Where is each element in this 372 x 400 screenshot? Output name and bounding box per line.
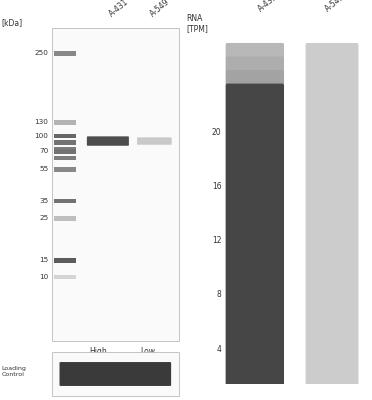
Bar	[54, 147, 76, 152]
Text: 8: 8	[217, 290, 221, 299]
Text: Loading
Control: Loading Control	[2, 366, 27, 377]
FancyBboxPatch shape	[225, 327, 284, 344]
FancyBboxPatch shape	[306, 138, 359, 154]
Text: A-431: A-431	[108, 0, 131, 18]
Text: 4: 4	[217, 344, 221, 354]
FancyBboxPatch shape	[306, 111, 359, 127]
Bar	[54, 216, 76, 221]
FancyBboxPatch shape	[225, 368, 284, 384]
Text: 12: 12	[212, 236, 221, 245]
FancyBboxPatch shape	[225, 43, 284, 60]
Text: 250: 250	[35, 50, 48, 56]
FancyBboxPatch shape	[306, 192, 359, 208]
Text: RNA
[TPM]: RNA [TPM]	[186, 14, 208, 33]
FancyBboxPatch shape	[225, 138, 284, 154]
FancyBboxPatch shape	[306, 314, 359, 330]
Text: 20: 20	[212, 128, 221, 137]
FancyBboxPatch shape	[225, 178, 284, 195]
FancyBboxPatch shape	[306, 56, 359, 73]
FancyBboxPatch shape	[306, 327, 359, 344]
FancyBboxPatch shape	[306, 232, 359, 249]
FancyBboxPatch shape	[225, 165, 284, 181]
Bar	[54, 150, 76, 154]
FancyBboxPatch shape	[306, 206, 359, 222]
Bar	[54, 134, 76, 138]
FancyBboxPatch shape	[225, 314, 284, 330]
FancyBboxPatch shape	[225, 273, 284, 290]
Bar	[54, 275, 76, 280]
Text: 100: 100	[35, 133, 48, 139]
FancyBboxPatch shape	[225, 111, 284, 127]
FancyBboxPatch shape	[225, 232, 284, 249]
Bar	[52, 352, 179, 396]
FancyBboxPatch shape	[225, 192, 284, 208]
FancyBboxPatch shape	[306, 43, 359, 60]
Text: 130: 130	[35, 119, 48, 125]
FancyBboxPatch shape	[306, 273, 359, 290]
FancyBboxPatch shape	[306, 368, 359, 384]
FancyBboxPatch shape	[306, 260, 359, 276]
Text: [kDa]: [kDa]	[2, 18, 23, 27]
Text: 35: 35	[39, 198, 48, 204]
FancyBboxPatch shape	[225, 219, 284, 236]
Text: Low: Low	[140, 347, 155, 356]
FancyBboxPatch shape	[306, 381, 359, 398]
Text: A-549: A-549	[149, 0, 172, 18]
FancyBboxPatch shape	[225, 354, 284, 371]
Bar	[54, 51, 76, 56]
FancyBboxPatch shape	[225, 260, 284, 276]
FancyBboxPatch shape	[306, 165, 359, 181]
Bar	[54, 258, 76, 263]
Bar	[54, 167, 76, 172]
FancyBboxPatch shape	[225, 246, 284, 262]
FancyBboxPatch shape	[306, 124, 359, 141]
Bar	[54, 140, 76, 145]
FancyBboxPatch shape	[60, 362, 171, 386]
FancyBboxPatch shape	[306, 287, 359, 303]
FancyBboxPatch shape	[225, 151, 284, 168]
FancyBboxPatch shape	[306, 70, 359, 86]
Text: 70: 70	[39, 148, 48, 154]
FancyBboxPatch shape	[137, 137, 172, 145]
Text: 10: 10	[39, 274, 48, 280]
FancyBboxPatch shape	[306, 219, 359, 236]
FancyBboxPatch shape	[306, 178, 359, 195]
Text: 55: 55	[39, 166, 48, 172]
FancyBboxPatch shape	[225, 84, 284, 100]
FancyBboxPatch shape	[225, 341, 284, 357]
FancyBboxPatch shape	[87, 136, 129, 146]
FancyBboxPatch shape	[225, 97, 284, 114]
Bar	[54, 198, 76, 203]
Text: 25: 25	[39, 215, 48, 221]
FancyBboxPatch shape	[306, 300, 359, 317]
FancyBboxPatch shape	[306, 84, 359, 100]
FancyBboxPatch shape	[225, 70, 284, 86]
FancyBboxPatch shape	[225, 206, 284, 222]
Text: High: High	[89, 347, 106, 356]
Text: A-431: A-431	[257, 0, 280, 14]
Bar	[54, 156, 76, 160]
Text: 16: 16	[212, 182, 221, 191]
Bar	[54, 120, 76, 125]
Text: A-549: A-549	[324, 0, 347, 14]
FancyBboxPatch shape	[225, 124, 284, 141]
FancyBboxPatch shape	[225, 56, 284, 73]
FancyBboxPatch shape	[225, 381, 284, 398]
FancyBboxPatch shape	[306, 341, 359, 357]
Text: 15: 15	[39, 257, 48, 263]
Bar	[52, 28, 179, 341]
FancyBboxPatch shape	[306, 97, 359, 114]
FancyBboxPatch shape	[306, 246, 359, 262]
FancyBboxPatch shape	[225, 287, 284, 303]
FancyBboxPatch shape	[306, 354, 359, 371]
FancyBboxPatch shape	[306, 151, 359, 168]
FancyBboxPatch shape	[225, 300, 284, 317]
